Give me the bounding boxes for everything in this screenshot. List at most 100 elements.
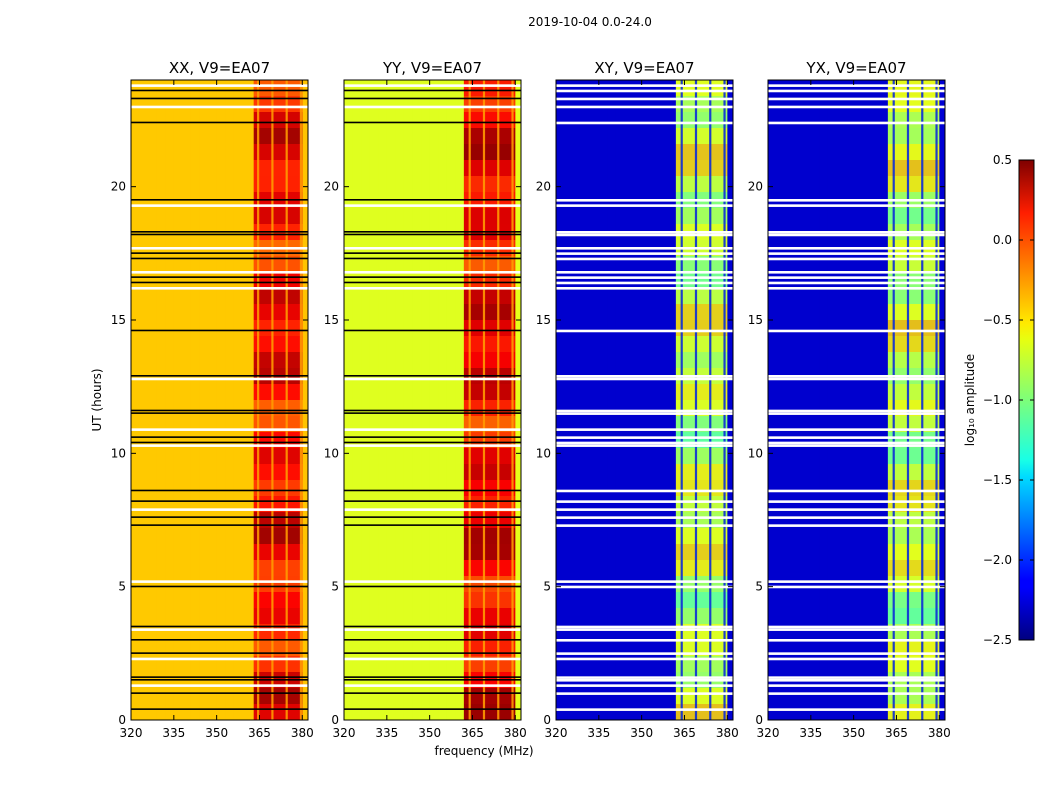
flagged-row: [556, 231, 733, 234]
heatmap-cell: [675, 576, 728, 592]
x-tick-label: 365: [248, 726, 271, 740]
flagged-row: [768, 657, 945, 661]
heatmap-cell: [870, 80, 880, 720]
heatmap-cell: [675, 80, 728, 96]
band-column: [921, 80, 924, 720]
heatmap-cell: [463, 80, 516, 96]
heatmap-cell: [253, 128, 303, 144]
flagged-row: [131, 679, 308, 681]
flagged-row: [131, 329, 308, 332]
flagged-row: [344, 105, 521, 109]
heatmap-cell: [463, 592, 516, 608]
colorbar-tick-label: −0.5: [983, 313, 1012, 327]
flagged-row: [768, 676, 945, 679]
heatmap-panel: YY, V9=EA07 320 335 350 365 380 0 5 10 15 20: [324, 59, 527, 740]
heatmap-cell: [836, 80, 846, 720]
flagged-row: [344, 625, 521, 628]
heatmap-cell: [208, 80, 217, 720]
flagged-row: [344, 657, 521, 661]
flagged-row: [131, 281, 308, 284]
flagged-row: [344, 639, 521, 641]
y-tick-label: 20: [324, 180, 339, 194]
heatmap-cell: [253, 576, 303, 592]
flagged-row: [344, 628, 521, 631]
heatmap-cell: [253, 528, 303, 544]
flagged-row: [768, 97, 945, 101]
panel-frame: [130, 79, 309, 721]
flagged-row: [556, 585, 733, 589]
flagged-row: [344, 500, 521, 502]
flagged-row: [768, 231, 945, 234]
heatmap-cell: [463, 608, 516, 624]
heatmap-cell: [463, 160, 516, 176]
flagged-row: [131, 199, 308, 201]
flagged-row: [131, 657, 308, 661]
flagged-row: [131, 252, 308, 254]
heatmap-cell: [253, 560, 303, 576]
heatmap-cell: [378, 80, 387, 720]
x-tick-label: 335: [799, 726, 822, 740]
flagged-row: [131, 652, 308, 654]
heatmap-cell: [253, 480, 303, 496]
flagged-row: [556, 684, 733, 687]
heatmap-cell: [463, 640, 516, 656]
heatmap-cell: [887, 352, 940, 368]
flagged-row: [768, 247, 945, 250]
y-tick-label: 10: [324, 446, 339, 460]
flagged-row: [344, 679, 521, 681]
flagged-row: [344, 375, 521, 377]
flagged-row: [131, 231, 308, 233]
flagged-row: [344, 580, 521, 583]
flagged-row: [344, 231, 521, 233]
heatmap-cell: [675, 512, 728, 528]
band-column: [680, 80, 683, 720]
heatmap-cell: [887, 560, 940, 576]
heatmap-cell: [658, 80, 668, 720]
heatmap-cell: [463, 384, 516, 400]
heatmap-cell: [887, 640, 940, 656]
colorbar-label: log₁₀ amplitude: [963, 354, 977, 446]
flagged-row: [556, 252, 733, 255]
panel-frame: [555, 79, 734, 721]
flagged-row: [556, 287, 733, 290]
heatmap-cell: [887, 496, 940, 512]
heatmap-cell: [887, 112, 940, 128]
flagged-row: [768, 199, 945, 202]
flagged-row: [768, 329, 945, 333]
flagged-row: [556, 441, 733, 445]
heatmap-cell: [253, 544, 303, 560]
heatmap-cell: [675, 544, 728, 560]
heatmap-cell: [199, 80, 209, 720]
heatmap-cell: [675, 592, 728, 608]
flagged-row: [556, 377, 733, 381]
heatmap-cell: [352, 80, 362, 720]
heatmap-cell: [887, 576, 940, 592]
heatmap-cell: [253, 256, 303, 272]
x-axis-label: frequency (MHz): [434, 744, 533, 758]
flagged-row: [556, 444, 733, 447]
x-tick-label: 320: [120, 726, 143, 740]
x-tick-label: 365: [673, 726, 696, 740]
heatmap-cell: [463, 304, 516, 320]
heatmap-cell: [641, 80, 651, 720]
flagged-row: [768, 628, 945, 631]
heatmap-cell: [675, 448, 728, 464]
heatmap-cell: [165, 80, 174, 720]
heatmap-cell: [675, 704, 728, 720]
flagged-row: [768, 257, 945, 261]
flagged-row: [556, 516, 733, 519]
colorbar: 0.5 0.0 −0.5 −1.0 −1.5 −2.0 −2.5 log₁₀ amplitu…: [963, 153, 1035, 647]
heatmap-cell: [463, 336, 516, 352]
flagged-row: [768, 708, 945, 711]
heatmap-cell: [216, 80, 226, 720]
heatmap-cell: [675, 688, 728, 704]
heatmap-cell: [675, 640, 728, 656]
heatmap-cell: [463, 544, 516, 560]
heatmap-cell: [598, 80, 608, 720]
heatmap-panel: XX, V9=EA07 320 335 350 365 380 0 5 10 15 20: [111, 59, 314, 740]
flagged-row: [768, 524, 945, 527]
heatmap-panel: YX, V9=EA07 320 335 350 365 380 0 5 10 15 20: [748, 59, 951, 740]
colorbar-tick-label: −1.5: [983, 473, 1012, 487]
band-column: [468, 80, 471, 720]
heatmap-cell: [463, 144, 516, 160]
